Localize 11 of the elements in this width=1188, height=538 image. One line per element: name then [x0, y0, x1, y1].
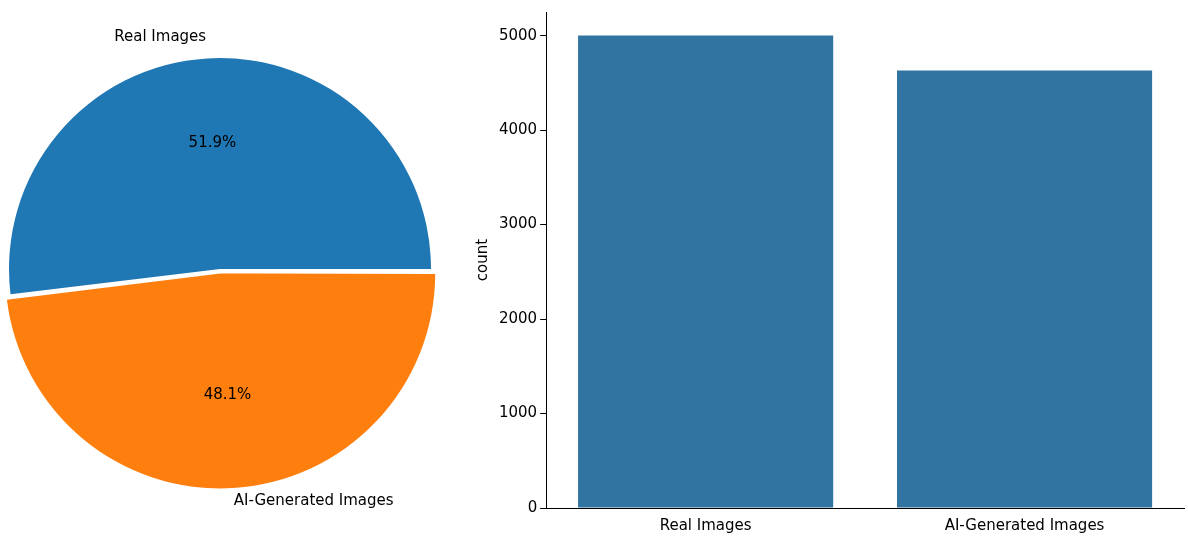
y-tick-label: 2000: [498, 308, 538, 327]
y-axis-title: count: [472, 238, 491, 282]
slice-label: Real Images: [114, 27, 207, 46]
y-tick-label: 3000: [498, 214, 538, 233]
data-label: 48.1%: [203, 385, 252, 404]
y-tick-label: 4000: [498, 119, 538, 138]
y-tick-label: 5000: [498, 25, 538, 44]
y-tick-label: 0: [527, 497, 538, 516]
y-tick-label: 1000: [498, 403, 538, 422]
data-label: 51.9%: [188, 132, 237, 151]
slice-label: AI-Generated Images: [233, 490, 394, 509]
